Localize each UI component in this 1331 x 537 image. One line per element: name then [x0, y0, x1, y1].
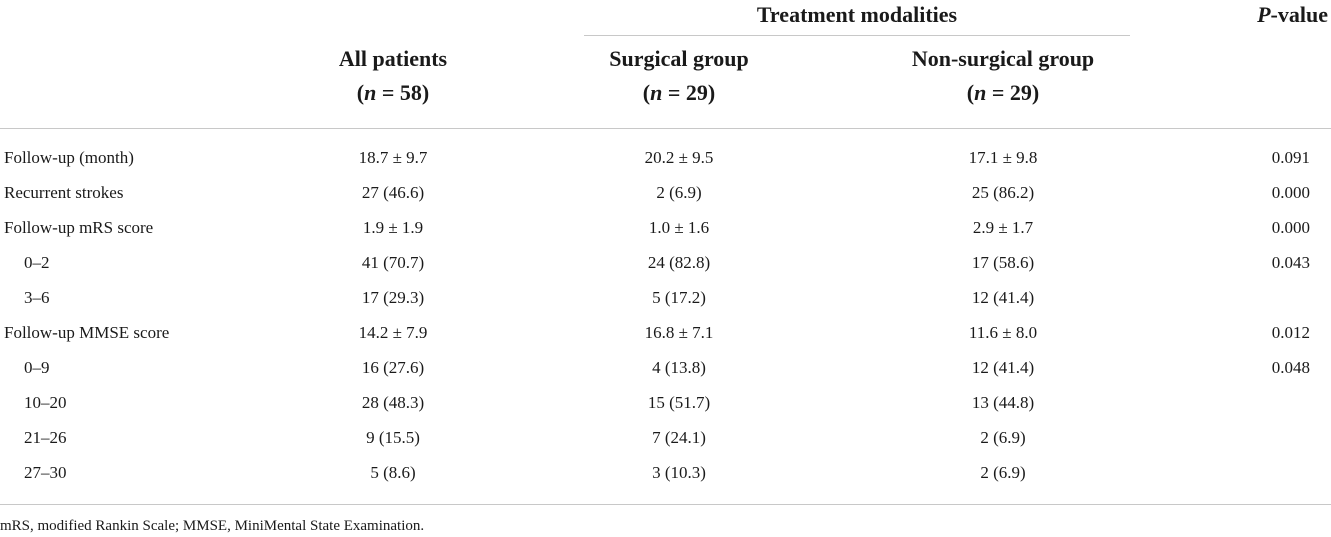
group-header-underline	[584, 35, 1130, 36]
column-header-label: Non-surgical group	[911, 46, 1095, 71]
row-label: Follow-up mRS score	[4, 218, 154, 237]
cell-all-patients: 9 (15.5)	[366, 428, 420, 447]
column-header-surgical-group: Surgical group (n = 29)	[564, 42, 794, 110]
row-label: Follow-up (month)	[4, 148, 134, 167]
cell-surgical: 7 (24.1)	[652, 428, 706, 447]
cell-pvalue: 0.048	[1271, 358, 1310, 377]
table-row: 0–2 41 (70.7) 24 (82.8) 17 (58.6) 0.043	[0, 253, 1331, 273]
row-label: 3–6	[24, 288, 50, 307]
n-value: = 58	[376, 80, 422, 105]
cell-surgical: 16.8 ± 7.1	[644, 323, 714, 342]
column-header-label: All patients	[338, 46, 448, 71]
cell-surgical: 24 (82.8)	[647, 253, 711, 272]
row-label: 10–20	[24, 393, 67, 412]
cell-surgical: 2 (6.9)	[656, 183, 702, 202]
column-header-n: (n = 29)	[966, 80, 1040, 105]
cell-all-patients: 27 (46.6)	[361, 183, 425, 202]
column-header-n: (n = 29)	[642, 80, 716, 105]
table-row: 10–20 28 (48.3) 15 (51.7) 13 (44.8)	[0, 393, 1331, 413]
column-header-n: (n = 58)	[356, 80, 430, 105]
row-label: 21–26	[24, 428, 67, 447]
column-header-non-surgical-group: Non-surgical group (n = 29)	[868, 42, 1138, 110]
cell-non-surgical: 2.9 ± 1.7	[972, 218, 1034, 237]
row-label: 27–30	[24, 463, 67, 482]
row-label: Recurrent strokes	[4, 183, 124, 202]
cell-pvalue: 0.043	[1271, 253, 1310, 272]
cell-all-patients: 17 (29.3)	[361, 288, 425, 307]
pvalue-header-italic: P	[1257, 2, 1271, 27]
cell-non-surgical: 12 (41.4)	[971, 288, 1035, 307]
cell-all-patients: 5 (8.6)	[370, 463, 416, 482]
cell-pvalue: 0.000	[1271, 183, 1310, 202]
n-value: = 29	[662, 80, 708, 105]
cell-non-surgical: 25 (86.2)	[971, 183, 1035, 202]
table-row: 21–26 9 (15.5) 7 (24.1) 2 (6.9)	[0, 428, 1331, 448]
table-row: Follow-up (month) 18.7 ± 9.7 20.2 ± 9.5 …	[0, 148, 1331, 168]
row-label: Follow-up MMSE score	[4, 323, 170, 342]
cell-all-patients: 41 (70.7)	[361, 253, 425, 272]
row-label: 0–9	[24, 358, 50, 377]
cell-all-patients: 1.9 ± 1.9	[362, 218, 424, 237]
header-bottom-rule	[0, 128, 1331, 129]
cell-non-surgical: 2 (6.9)	[980, 463, 1026, 482]
cell-non-surgical: 11.6 ± 8.0	[968, 323, 1038, 342]
cell-non-surgical: 12 (41.4)	[971, 358, 1035, 377]
cell-surgical: 1.0 ± 1.6	[648, 218, 710, 237]
cell-all-patients: 16 (27.6)	[361, 358, 425, 377]
row-label: 0–2	[24, 253, 50, 272]
table-row: 0–9 16 (27.6) 4 (13.8) 12 (41.4) 0.048	[0, 358, 1331, 378]
column-header-all-patients: All patients (n = 58)	[298, 42, 488, 110]
n-symbol: n	[650, 80, 663, 105]
cell-pvalue: 0.000	[1271, 218, 1310, 237]
cell-all-patients: 28 (48.3)	[361, 393, 425, 412]
cell-non-surgical: 13 (44.8)	[971, 393, 1035, 412]
n-symbol: n	[364, 80, 377, 105]
table-row: Follow-up mRS score 1.9 ± 1.9 1.0 ± 1.6 …	[0, 218, 1331, 238]
cell-pvalue: 0.012	[1271, 323, 1310, 342]
pvalue-header: P-value	[1230, 0, 1328, 32]
table-row: Follow-up MMSE score 14.2 ± 7.9 16.8 ± 7…	[0, 323, 1331, 343]
pvalue-header-suffix: -value	[1270, 2, 1328, 27]
n-value: = 29	[986, 80, 1032, 105]
cell-all-patients: 18.7 ± 9.7	[358, 148, 428, 167]
cell-surgical: 5 (17.2)	[652, 288, 706, 307]
table-row: 3–6 17 (29.3) 5 (17.2) 12 (41.4)	[0, 288, 1331, 308]
group-header-treatment-modalities: Treatment modalities	[756, 2, 958, 27]
cell-all-patients: 14.2 ± 7.9	[358, 323, 428, 342]
cell-non-surgical: 17.1 ± 9.8	[968, 148, 1038, 167]
cell-non-surgical: 2 (6.9)	[980, 428, 1026, 447]
table-row: Recurrent strokes 27 (46.6) 2 (6.9) 25 (…	[0, 183, 1331, 203]
cell-non-surgical: 17 (58.6)	[971, 253, 1035, 272]
cell-surgical: 4 (13.8)	[652, 358, 706, 377]
cell-surgical: 20.2 ± 9.5	[644, 148, 714, 167]
table-row: 27–30 5 (8.6) 3 (10.3) 2 (6.9)	[0, 463, 1331, 483]
table-bottom-rule	[0, 504, 1331, 505]
table-footnote: mRS, modified Rankin Scale; MMSE, MiniMe…	[0, 518, 425, 534]
cell-pvalue: 0.091	[1271, 148, 1310, 167]
cell-surgical: 15 (51.7)	[647, 393, 711, 412]
column-header-label: Surgical group	[609, 46, 749, 71]
n-symbol: n	[974, 80, 987, 105]
cell-surgical: 3 (10.3)	[652, 463, 706, 482]
